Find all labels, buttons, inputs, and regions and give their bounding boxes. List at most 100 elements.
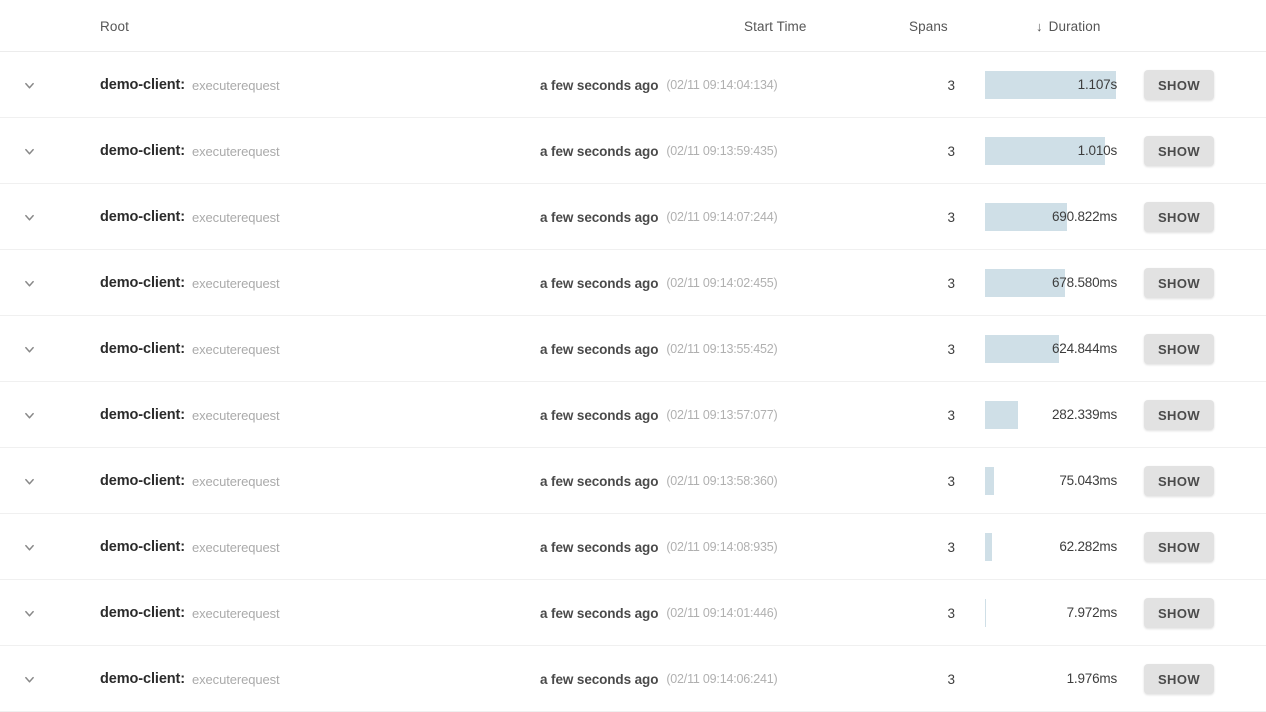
chevron-down-icon [24,346,34,353]
table-row[interactable]: demo-client: executerequest a few second… [0,448,1266,514]
trace-root-cell[interactable]: demo-client: executerequest [100,316,280,382]
show-trace-cell: SHOW [1144,448,1214,514]
expand-row-button[interactable] [14,316,44,382]
duration-cell: 678.580ms [985,250,1120,316]
show-button[interactable]: SHOW [1144,532,1214,562]
absolute-time: (02/11 09:14:02:455) [666,276,778,290]
table-row[interactable]: demo-client: executerequest a few second… [0,316,1266,382]
show-button[interactable]: SHOW [1144,664,1214,694]
duration-cell: 1.976ms [985,646,1120,712]
duration-cell: 1.107s [985,52,1120,118]
duration-value: 1.010s [1077,143,1118,158]
operation-name: executerequest [192,539,280,555]
spans-count: 3 [947,539,955,555]
table-row[interactable]: demo-client: executerequest a few second… [0,52,1266,118]
table-row[interactable]: demo-client: executerequest a few second… [0,118,1266,184]
chevron-down-icon [24,676,34,683]
expand-row-button[interactable] [14,646,44,712]
show-trace-cell: SHOW [1144,646,1214,712]
table-row[interactable]: demo-client: executerequest a few second… [0,514,1266,580]
duration-value: 1.976ms [1066,671,1118,686]
show-button[interactable]: SHOW [1144,70,1214,100]
trace-root-cell[interactable]: demo-client: executerequest [100,118,280,184]
chevron-down-icon [24,610,34,617]
show-button[interactable]: SHOW [1144,598,1214,628]
show-button[interactable]: SHOW [1144,400,1214,430]
column-header-start-time[interactable]: Start Time [744,19,807,34]
show-button[interactable]: SHOW [1144,268,1214,298]
relative-time: a few seconds ago [540,341,659,357]
duration-cell: 1.010s [985,118,1120,184]
trace-root-cell[interactable]: demo-client: executerequest [100,184,280,250]
start-time-cell: a few seconds ago (02/11 09:13:58:360) [540,448,778,514]
duration-bar [985,467,994,495]
expand-row-button[interactable] [14,580,44,646]
duration-bar-track: 62.282ms [985,533,1120,561]
table-row[interactable]: demo-client: executerequest a few second… [0,250,1266,316]
operation-name: executerequest [192,407,280,423]
table-row[interactable]: demo-client: executerequest a few second… [0,382,1266,448]
trace-root-cell[interactable]: demo-client: executerequest [100,580,280,646]
relative-time: a few seconds ago [540,605,659,621]
show-trace-cell: SHOW [1144,580,1214,646]
service-name: demo-client: [100,341,186,357]
duration-bar-track: 7.972ms [985,599,1120,627]
trace-rows: demo-client: executerequest a few second… [0,52,1266,712]
duration-bar [985,335,1059,363]
duration-value: 62.282ms [1059,539,1117,554]
column-header-duration[interactable]: ↓ Duration [1036,19,1100,34]
expand-row-button[interactable] [14,118,44,184]
service-name: demo-client: [100,605,186,621]
relative-time: a few seconds ago [540,209,659,225]
trace-root-cell[interactable]: demo-client: executerequest [100,382,280,448]
operation-name: executerequest [192,605,280,621]
absolute-time: (02/11 09:13:58:360) [666,474,778,488]
service-name: demo-client: [100,473,186,489]
column-header-spans[interactable]: Spans [909,19,948,34]
duration-bar [985,269,1065,297]
table-row[interactable]: demo-client: executerequest a few second… [0,580,1266,646]
start-time-cell: a few seconds ago (02/11 09:14:01:446) [540,580,778,646]
duration-bar-track: 282.339ms [985,401,1120,429]
trace-root-cell[interactable]: demo-client: executerequest [100,52,280,118]
operation-name: executerequest [192,341,280,357]
spans-count: 3 [947,671,955,687]
duration-bar-track: 75.043ms [985,467,1120,495]
service-name: demo-client: [100,209,186,225]
absolute-time: (02/11 09:13:59:435) [666,144,778,158]
expand-row-button[interactable] [14,250,44,316]
duration-bar [985,203,1067,231]
show-button[interactable]: SHOW [1144,136,1214,166]
duration-bar [985,401,1018,429]
table-row[interactable]: demo-client: executerequest a few second… [0,184,1266,250]
duration-cell: 62.282ms [985,514,1120,580]
duration-bar-track: 678.580ms [985,269,1120,297]
table-row[interactable]: demo-client: executerequest a few second… [0,646,1266,712]
column-header-root[interactable]: Root [100,19,129,34]
show-button[interactable]: SHOW [1144,334,1214,364]
duration-cell: 690.822ms [985,184,1120,250]
column-header-duration-label: Duration [1048,19,1101,34]
show-button[interactable]: SHOW [1144,466,1214,496]
trace-root-cell[interactable]: demo-client: executerequest [100,250,280,316]
expand-row-button[interactable] [14,514,44,580]
sort-descending-icon: ↓ [1036,19,1043,34]
trace-root-cell[interactable]: demo-client: executerequest [100,448,280,514]
absolute-time: (02/11 09:13:55:452) [666,342,778,356]
trace-root-cell[interactable]: demo-client: executerequest [100,646,280,712]
spans-count: 3 [947,341,955,357]
trace-root-cell[interactable]: demo-client: executerequest [100,514,280,580]
service-name: demo-client: [100,539,186,555]
expand-row-button[interactable] [14,52,44,118]
spans-count: 3 [947,143,955,159]
start-time-cell: a few seconds ago (02/11 09:14:02:455) [540,250,778,316]
duration-value: 1.107s [1077,77,1118,92]
show-button[interactable]: SHOW [1144,202,1214,232]
start-time-cell: a few seconds ago (02/11 09:14:08:935) [540,514,778,580]
expand-row-button[interactable] [14,184,44,250]
relative-time: a few seconds ago [540,275,659,291]
expand-row-button[interactable] [14,448,44,514]
show-trace-cell: SHOW [1144,514,1214,580]
expand-row-button[interactable] [14,382,44,448]
